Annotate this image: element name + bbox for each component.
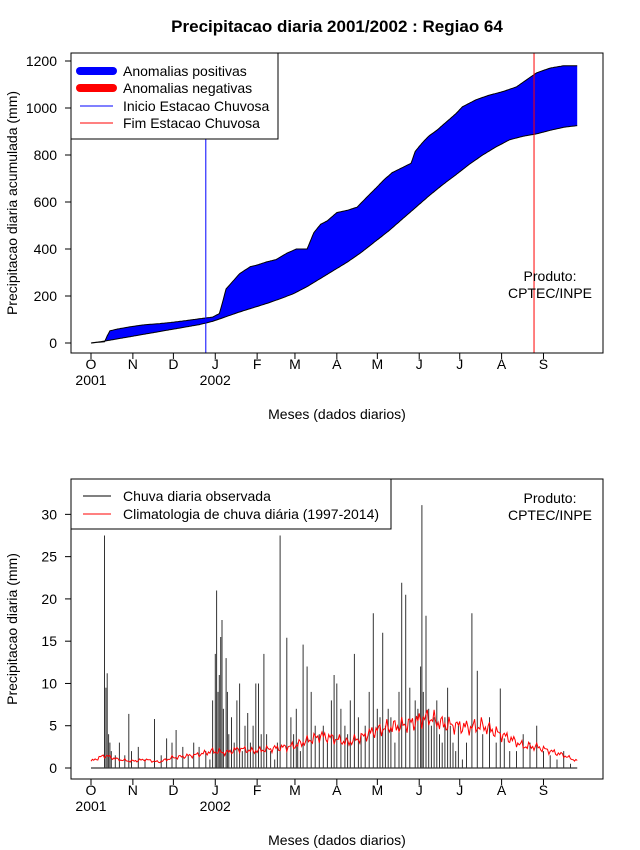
year-label: 2001 — [75, 798, 106, 814]
legend-label: Inicio Estacao Chuvosa — [123, 98, 270, 114]
x-tick-label: J — [416, 782, 423, 798]
y-tick-label: 15 — [41, 633, 57, 649]
legend-label: Climatologia de chuva diária (1997-2014) — [123, 506, 379, 522]
y-tick-label: 0 — [49, 760, 57, 776]
x-tick-label: A — [497, 356, 507, 372]
x-tick-label: M — [289, 782, 301, 798]
positive-anomaly-area — [91, 65, 578, 343]
x-tick-label: N — [128, 782, 138, 798]
x-tick-label: F — [253, 782, 262, 798]
y-tick-label: 10 — [41, 675, 57, 691]
x-axis-label: Meses (dados diarios) — [268, 832, 406, 848]
y-tick-label: 1000 — [26, 100, 57, 116]
year-label: 2001 — [75, 372, 106, 388]
observed-cumulative-line — [90, 65, 578, 344]
y-tick-label: 1200 — [26, 53, 57, 69]
cumulative-precipitation-panel: 0 200 400 600 800 1000 1200 O N D J F M A M J J A S 2001 200… — [4, 52, 604, 422]
x-tick-label: J — [212, 356, 219, 372]
y-axis-label: Precipitacao diaria (mm) — [4, 553, 20, 705]
x-tick-label: A — [332, 356, 342, 372]
year-label: 2002 — [200, 798, 231, 814]
product-label: Produto: — [524, 490, 577, 506]
legend-label: Anomalias positivas — [123, 63, 247, 79]
x-tick-label: M — [289, 356, 301, 372]
y-tick-label: 800 — [34, 147, 58, 163]
y-tick-label: 600 — [34, 194, 58, 210]
y-tick-label: 25 — [41, 549, 57, 565]
climatology-daily-line — [90, 709, 578, 764]
legend-box — [70, 478, 392, 530]
climatology-cumulative-line — [90, 125, 578, 344]
y-tick-label: 5 — [49, 718, 57, 734]
legend-label: Fim Estacao Chuvosa — [123, 115, 260, 131]
x-tick-label: A — [332, 782, 342, 798]
product-source: CPTEC/INPE — [508, 507, 592, 523]
y-axis-label: Precipitacao diaria acumulada (mm) — [4, 91, 20, 315]
x-tick-label: J — [416, 356, 423, 372]
x-axis-label: Meses (dados diarios) — [268, 406, 406, 422]
x-tick-label: N — [128, 356, 138, 372]
x-tick-label: O — [86, 782, 97, 798]
daily-precipitation-panel: 0 5 10 15 20 25 30 O N D J F M A M J J A S 2001 2002 Meses (d… — [4, 478, 604, 848]
x-tick-label: D — [168, 782, 178, 798]
x-tick-label: M — [372, 782, 384, 798]
x-tick-label: J — [456, 356, 463, 372]
y-tick-label: 400 — [34, 241, 58, 257]
x-tick-label: S — [539, 782, 548, 798]
y-tick-label: 200 — [34, 288, 58, 304]
x-tick-label: O — [86, 356, 97, 372]
y-tick-label: 30 — [41, 506, 57, 522]
chart-title: Precipitacao diaria 2001/2002 : Regiao 6… — [171, 17, 503, 36]
x-tick-label: J — [212, 782, 219, 798]
x-tick-label: A — [497, 782, 507, 798]
legend-label: Anomalias negativas — [123, 80, 252, 96]
x-tick-label: S — [539, 356, 548, 372]
legend: Chuva diaria observada Climatologia de ch… — [70, 478, 392, 530]
x-tick-label: F — [253, 356, 262, 372]
x-tick-label: M — [372, 356, 384, 372]
product-source: CPTEC/INPE — [508, 285, 592, 301]
x-tick-label: J — [456, 782, 463, 798]
legend-label: Chuva diaria observada — [123, 488, 271, 504]
x-tick-label: D — [168, 356, 178, 372]
year-label: 2002 — [200, 372, 231, 388]
y-tick-label: 0 — [49, 335, 57, 351]
product-label: Produto: — [524, 268, 577, 284]
y-tick-label: 20 — [41, 591, 57, 607]
